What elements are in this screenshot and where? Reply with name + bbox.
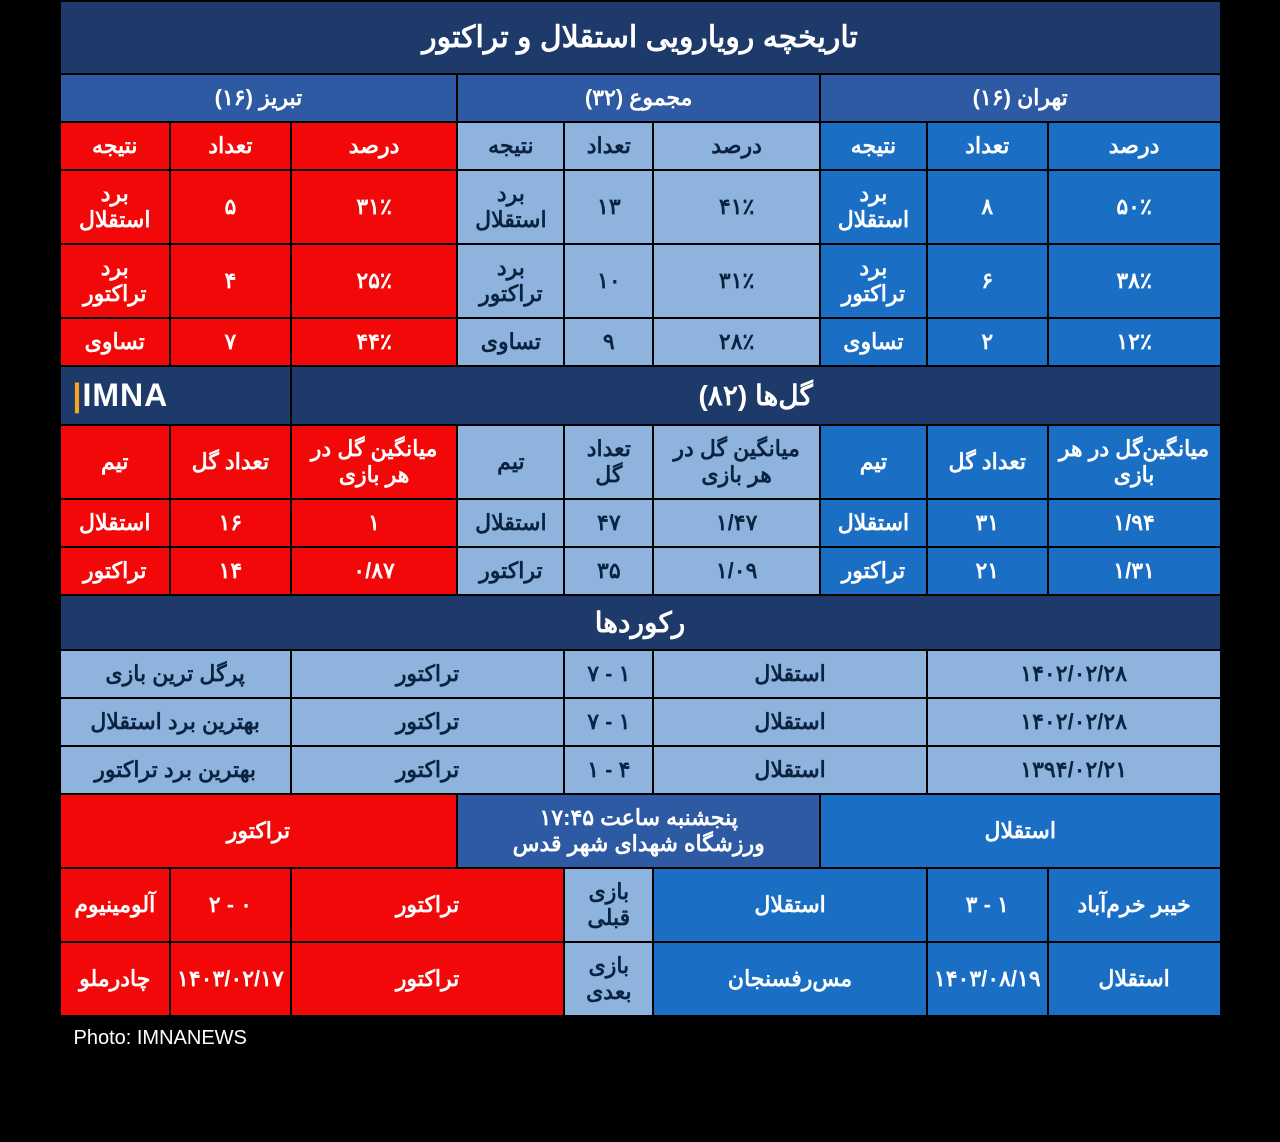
col-result: نتیجه xyxy=(457,122,564,170)
total-label: مجموع (۳۲) xyxy=(457,74,820,122)
prev-label: بازی قبلی xyxy=(564,868,653,942)
next-label: بازی بعدی xyxy=(564,942,653,1016)
records-title: رکوردها xyxy=(60,595,1221,650)
col-result: نتیجه xyxy=(60,122,171,170)
table-row: ۵۰٪ ۸ برد استقلال ۴۱٪ ۱۳ برد استقلال ۳۱٪… xyxy=(60,170,1221,244)
goals-row: ۱/۳۱ ۲۱ تراکتور ۱/۰۹ ۳۵ تراکتور ۰/۸۷ ۱۴ … xyxy=(60,547,1221,595)
match-banner: استقلال پنجشنبه ساعت ۱۷:۴۵ ورزشگاه شهدای… xyxy=(60,794,1221,868)
col-count: تعداد xyxy=(564,122,653,170)
prev-match-row: خیبر خرم‌آباد ۱ - ۳ استقلال بازی قبلی تر… xyxy=(60,868,1221,942)
goals-title: گل‌ها (۸۲) xyxy=(291,366,1221,425)
match-info: پنجشنبه ساعت ۱۷:۴۵ ورزشگاه شهدای شهر قدس xyxy=(457,794,820,868)
page-title: تاریخچه رویارویی استقلال و تراکتور xyxy=(60,1,1221,74)
title-row: تاریخچه رویارویی استقلال و تراکتور xyxy=(60,1,1221,74)
away-team: تراکتور xyxy=(60,794,458,868)
record-row: ۱۴۰۲/۰۲/۲۸ استقلال ۱ - ۷ تراکتور بهترین … xyxy=(60,698,1221,746)
record-row: ۱۴۰۲/۰۲/۲۸ استقلال ۱ - ۷ تراکتور پرگل تر… xyxy=(60,650,1221,698)
goals-header: گل‌ها (۸۲) |IMNA xyxy=(60,366,1221,425)
col-count: تعداد xyxy=(927,122,1048,170)
records-header: رکوردها xyxy=(60,595,1221,650)
section-headers: تهران (۱۶) مجموع (۳۲) تبریز (۱۶) xyxy=(60,74,1221,122)
stats-table: تاریخچه رویارویی استقلال و تراکتور تهران… xyxy=(59,0,1222,1017)
photo-credit: Photo: IMNANEWS xyxy=(59,1017,1222,1060)
col-percent: درصد xyxy=(1048,122,1221,170)
col-percent: درصد xyxy=(653,122,820,170)
tehran-label: تهران (۱۶) xyxy=(820,74,1221,122)
col-percent: درصد xyxy=(291,122,458,170)
column-headers: درصد تعداد نتیجه درصد تعداد نتیجه درصد ت… xyxy=(60,122,1221,170)
col-count: تعداد xyxy=(170,122,291,170)
table-row: ۳۸٪ ۶ برد تراکتور ۳۱٪ ۱۰ برد تراکتور ۲۵٪… xyxy=(60,244,1221,318)
goals-columns: میانگین‌گل در هر بازی تعداد گل تیم میانگ… xyxy=(60,425,1221,499)
imna-logo: |IMNA xyxy=(60,366,291,425)
goals-row: ۱/۹۴ ۳۱ استقلال ۱/۴۷ ۴۷ استقلال ۱ ۱۶ است… xyxy=(60,499,1221,547)
tabriz-label: تبریز (۱۶) xyxy=(60,74,458,122)
col-result: نتیجه xyxy=(820,122,927,170)
home-team: استقلال xyxy=(820,794,1221,868)
next-match-row: استقلال ۱۴۰۳/۰۸/۱۹ مس‌رفسنجان بازی بعدی … xyxy=(60,942,1221,1016)
table-row: ۱۲٪ ۲ تساوی ۲۸٪ ۹ تساوی ۴۴٪ ۷ تساوی xyxy=(60,318,1221,366)
record-row: ۱۳۹۴/۰۲/۲۱ استقلال ۴ - ۱ تراکتور بهترین … xyxy=(60,746,1221,794)
